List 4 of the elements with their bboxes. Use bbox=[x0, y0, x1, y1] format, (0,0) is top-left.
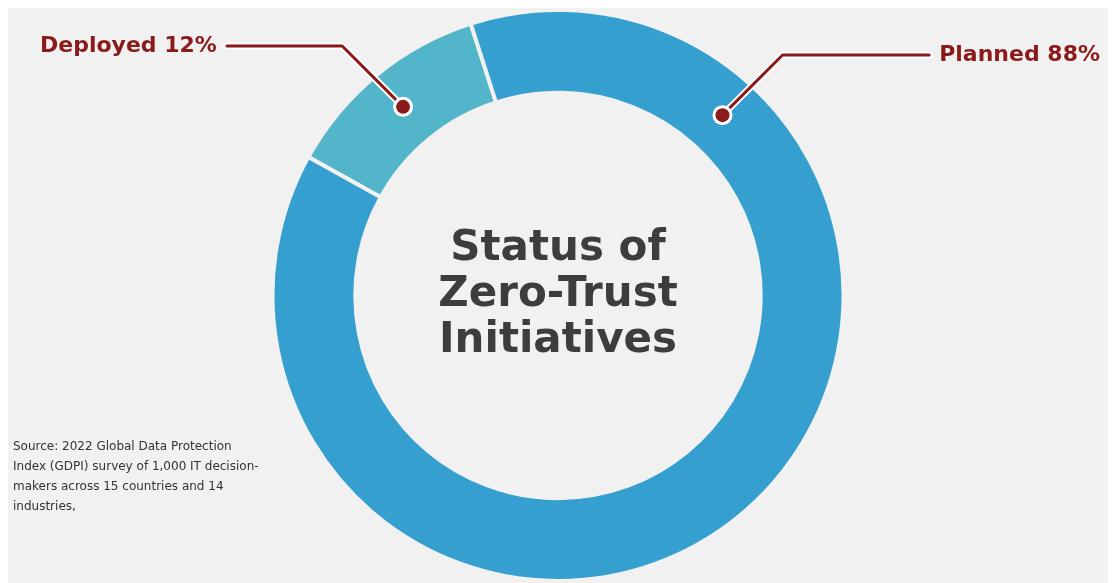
slice-label: Deployed 12% bbox=[40, 31, 217, 57]
text: Status of Zero-Trust Initiatives bbox=[438, 221, 678, 363]
slice-label: Planned 88% bbox=[939, 40, 1101, 66]
source-note: Source: 2022 Global Data Protection Index (GDPI) survey of 1,000 IT decision-makers across 15 countries and 14 industries, bbox=[13, 438, 260, 515]
